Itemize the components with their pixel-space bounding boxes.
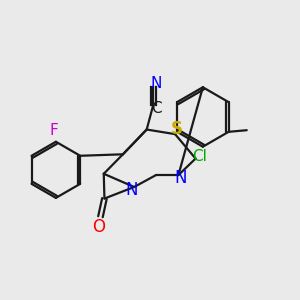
Text: N: N xyxy=(151,76,162,92)
Text: S: S xyxy=(171,120,183,138)
Text: O: O xyxy=(92,218,105,236)
Text: F: F xyxy=(50,123,58,138)
Text: N: N xyxy=(175,169,187,187)
Text: Cl: Cl xyxy=(192,149,207,164)
Text: C: C xyxy=(151,100,162,116)
Text: N: N xyxy=(125,181,138,199)
